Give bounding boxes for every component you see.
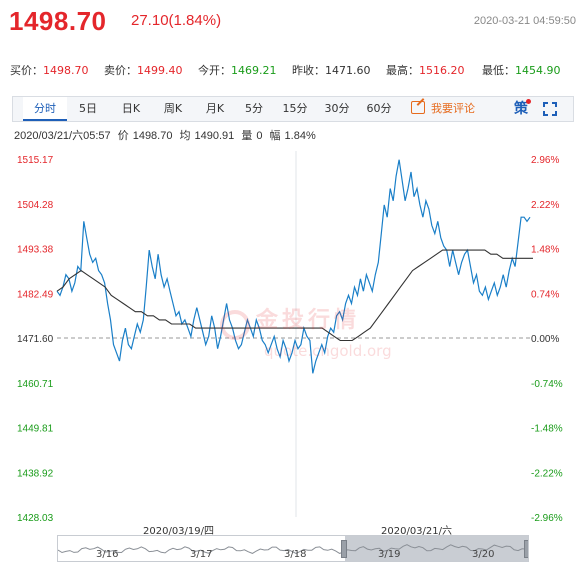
navigator-handle-left[interactable] — [341, 540, 347, 558]
quote-value: 1498.70 — [43, 64, 89, 77]
navigator-date-label: 2020/03/21/六 — [381, 526, 453, 537]
quote-value: 1469.21 — [231, 64, 277, 77]
comment-button[interactable]: 我要评论 — [411, 97, 501, 121]
navigator-sparkline — [58, 544, 528, 555]
quote-label: 最低： — [482, 64, 515, 77]
quote-prev-close: 昨收：1471.60 — [292, 62, 371, 78]
info-avg-label: 均 — [179, 130, 191, 142]
comment-label: 我要评论 — [431, 102, 475, 115]
fullscreen-icon[interactable] — [543, 102, 557, 116]
notification-dot — [526, 99, 531, 104]
range-navigator[interactable]: 2020/03/19/四 2020/03/21/六 3/16 3/17 3/18… — [57, 522, 529, 566]
navigator-day-label: 3/19 — [378, 549, 401, 560]
info-range-value: 1.84% — [284, 130, 316, 142]
y-tick-label-left: 1504.28 — [17, 200, 54, 211]
info-volume-label: 量 — [241, 130, 253, 142]
y-tick-label-left: 1471.60 — [17, 334, 54, 345]
y-tick-label-right: -2.96% — [531, 513, 563, 524]
y-tick-label-left: 1428.03 — [17, 513, 54, 524]
quote-low: 最低：1454.90 — [482, 62, 561, 78]
navigator-day-label: 3/18 — [284, 549, 307, 560]
period-tabbar: 分时 5日 日K 周K 月K 5分 15分 30分 60分 我要评论 策 — [12, 96, 574, 122]
fullscreen-corner — [543, 111, 548, 116]
info-price-value: 1498.70 — [132, 130, 173, 142]
quote-label: 今开： — [198, 64, 231, 77]
price-line — [56, 159, 531, 374]
tab-15min[interactable]: 15分 — [282, 102, 308, 115]
intraday-chart[interactable]: 1515.17 2.96% 1504.28 2.22% 1493.38 1.48% 1482… — [0, 140, 585, 532]
quote-high: 最高：1516.20 — [386, 62, 465, 78]
quote-row: 买价：1498.70 卖价：1499.40 今开：1469.21 昨收：1471… — [0, 56, 585, 80]
y-tick-label-left: 1460.71 — [17, 379, 54, 390]
header: 1498.70 27.10(1.84%) 2020-03-21 04:59:50 — [0, 0, 585, 44]
y-tick-label-left: 1493.38 — [17, 245, 54, 256]
y-tick-label-right: 1.48% — [531, 245, 559, 256]
average-line — [56, 249, 533, 342]
navigator-day-label: 3/20 — [472, 549, 495, 560]
quote-value: 1454.90 — [515, 64, 561, 77]
strategy-icon[interactable]: 策 — [511, 99, 531, 119]
tab-monthly-k[interactable]: 月K — [205, 102, 225, 115]
y-tick-label-right: 0.74% — [531, 289, 559, 300]
y-tick-label-right: 2.22% — [531, 200, 559, 211]
navigator-line — [58, 544, 528, 555]
y-tick-label-left: 1438.92 — [17, 468, 54, 479]
fullscreen-corner — [552, 102, 557, 107]
tab-5min[interactable]: 5分 — [245, 102, 263, 115]
strategy-label: 策 — [514, 101, 528, 117]
info-datetime: 2020/03/21/六05:57 — [14, 130, 111, 142]
navigator-strip[interactable]: 3/16 3/17 3/18 3/19 3/20 — [57, 535, 529, 562]
quote-label: 昨收： — [292, 64, 325, 77]
quote-ask: 卖价：1499.40 — [104, 62, 183, 78]
navigator-date-label: 2020/03/19/四 — [143, 526, 215, 537]
y-tick-label-right: 0.00% — [531, 334, 559, 345]
y-tick-label-left: 1449.81 — [17, 424, 54, 435]
y-tick-label-left: 1515.17 — [17, 155, 54, 166]
tab-daily-k[interactable]: 日K — [121, 102, 141, 115]
navigator-handle-right[interactable] — [524, 540, 528, 558]
y-tick-label-right: -1.48% — [531, 424, 563, 435]
price-change: 27.10(1.84%) — [131, 12, 222, 29]
tab-weekly-k[interactable]: 周K — [163, 102, 183, 115]
quote-open: 今开：1469.21 — [198, 62, 277, 78]
quote-label: 买价： — [10, 64, 43, 77]
tab-30min[interactable]: 30分 — [324, 102, 350, 115]
navigator-day-label: 3/16 — [96, 549, 119, 560]
y-tick-label-right: -0.74% — [531, 379, 563, 390]
tab-5day[interactable]: 5日 — [79, 102, 97, 115]
info-volume-value: 0 — [256, 130, 263, 142]
quote-value: 1516.20 — [419, 64, 465, 77]
quote-label: 最高： — [386, 64, 419, 77]
chart-svg: 1515.17 2.96% 1504.28 2.22% 1493.38 1.48% 1482… — [17, 151, 563, 524]
quote-value: 1471.60 — [325, 64, 371, 77]
navigator-day-label: 3/17 — [190, 549, 213, 560]
tab-intraday[interactable]: 分时 — [23, 97, 67, 121]
y-tick-label-left: 1482.49 — [17, 289, 54, 300]
quote-bid: 买价：1498.70 — [10, 62, 89, 78]
info-price-label: 价 — [117, 130, 129, 142]
navigator-header: 2020/03/19/四 2020/03/21/六 — [57, 522, 529, 537]
timestamp: 2020-03-21 04:59:50 — [473, 15, 576, 27]
y-tick-label-right: 2.96% — [531, 155, 559, 166]
fullscreen-corner — [552, 111, 557, 116]
info-range-label: 幅 — [269, 130, 281, 142]
current-price: 1498.70 — [9, 6, 107, 36]
tab-60min[interactable]: 60分 — [366, 102, 392, 115]
fullscreen-corner — [543, 102, 548, 107]
info-avg-value: 1490.91 — [194, 130, 235, 142]
quote-label: 卖价： — [104, 64, 137, 77]
quote-value: 1499.40 — [137, 64, 183, 77]
y-tick-label-right: -2.22% — [531, 468, 563, 479]
edit-icon — [411, 101, 425, 114]
